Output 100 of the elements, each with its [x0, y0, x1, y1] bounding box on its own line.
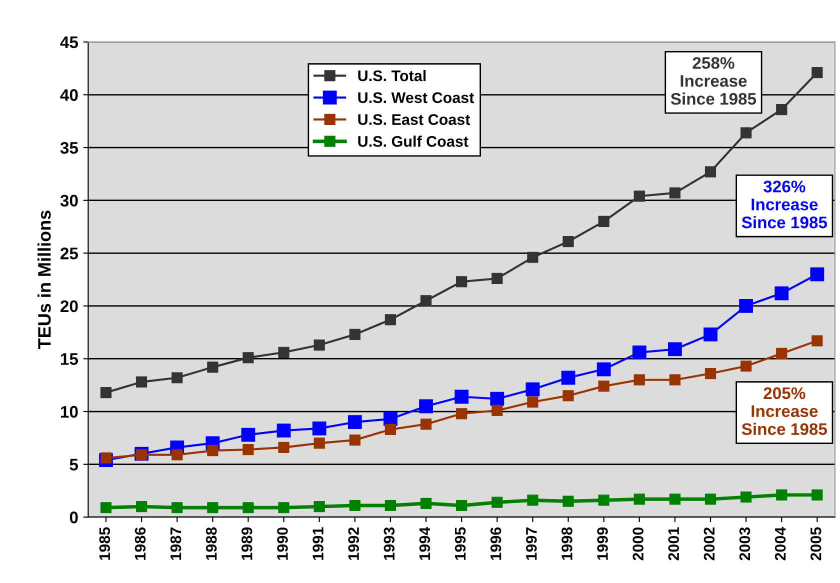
point	[384, 424, 396, 436]
point	[704, 494, 716, 505]
y-tick-label: 15	[60, 353, 78, 365]
point	[242, 444, 254, 456]
y-tick-label: 0	[70, 512, 78, 524]
point	[100, 502, 112, 514]
annotation: 205% Increase Since 1985	[742, 387, 828, 436]
point	[810, 267, 824, 282]
point	[492, 404, 503, 416]
x-tick-label: 1989	[242, 527, 252, 560]
point	[562, 236, 574, 248]
x-tick-label: 2002	[704, 527, 715, 560]
x-tick-label: 1988	[206, 527, 217, 560]
point	[634, 190, 645, 202]
legend-label: U.S. Gulf Coast	[358, 136, 468, 147]
point	[527, 494, 538, 506]
point	[704, 166, 716, 178]
point	[278, 502, 290, 514]
point	[349, 434, 360, 446]
point	[634, 494, 645, 505]
y-tick-label: 30	[60, 194, 78, 207]
point	[242, 352, 254, 364]
y-tick-label: 40	[60, 89, 78, 101]
point	[740, 127, 752, 138]
point	[172, 502, 183, 514]
point	[562, 496, 574, 507]
point	[172, 449, 183, 460]
point	[776, 104, 788, 116]
point	[492, 496, 503, 508]
point	[776, 489, 788, 501]
point	[207, 362, 218, 373]
point	[100, 452, 112, 464]
x-tick-label: 1994	[419, 526, 430, 560]
y-tick-label: 45	[60, 36, 78, 48]
point	[207, 502, 218, 514]
point	[136, 376, 148, 388]
y-tick-label: 25	[60, 248, 78, 260]
point	[561, 370, 576, 385]
x-tick-label: 2000	[632, 527, 644, 560]
point	[527, 252, 538, 263]
point	[241, 428, 256, 442]
point	[278, 346, 290, 358]
point	[349, 500, 360, 512]
point	[739, 299, 754, 313]
point	[172, 372, 183, 384]
x-tick-label: 2003	[739, 527, 750, 560]
point	[669, 374, 680, 386]
point	[527, 396, 538, 408]
point	[598, 380, 610, 392]
legend-label: U.S. West Coast	[358, 92, 474, 104]
point	[278, 442, 290, 453]
point	[526, 382, 540, 396]
point	[454, 390, 469, 404]
y-tick-label: 20	[60, 300, 78, 312]
point	[668, 342, 682, 356]
point	[632, 345, 646, 360]
point	[136, 501, 148, 512]
x-tick-label: 1985	[99, 527, 110, 560]
point	[490, 392, 504, 406]
x-tick-label: 2001	[668, 527, 680, 560]
point	[419, 399, 433, 414]
point	[740, 492, 752, 503]
point	[562, 390, 574, 402]
point	[420, 498, 432, 509]
point	[136, 449, 148, 460]
point	[207, 445, 218, 456]
point	[740, 360, 752, 372]
x-tick-label: 1987	[170, 528, 182, 560]
point	[314, 339, 325, 351]
x-tick-label: 1997	[526, 528, 537, 560]
y-tick-label: 35	[60, 142, 78, 154]
x-tick-label: 1995	[454, 527, 466, 560]
point	[384, 412, 398, 426]
x-tick-label: 1990	[277, 527, 288, 560]
point	[314, 501, 325, 512]
x-tick-label: 1993	[384, 527, 395, 560]
point	[812, 489, 823, 501]
point	[312, 421, 326, 436]
point	[100, 386, 112, 398]
x-tick-label: 1991	[312, 527, 324, 560]
point	[598, 216, 610, 228]
x-tick-label: 2004	[774, 526, 786, 560]
legend-label: U.S. East Coast	[358, 114, 470, 125]
point	[456, 500, 468, 512]
y-tick-label: 10	[60, 406, 78, 418]
point	[314, 438, 325, 449]
point	[774, 286, 789, 300]
annotation: 258% Increase Since 1985	[670, 57, 756, 105]
point	[669, 187, 680, 199]
point	[456, 408, 468, 420]
x-tick-label: 1992	[348, 527, 359, 560]
point	[812, 335, 823, 346]
point	[384, 500, 396, 512]
x-tick-label: 1999	[597, 527, 608, 560]
point	[242, 502, 254, 514]
point	[776, 348, 788, 360]
point	[704, 368, 716, 380]
point	[704, 328, 718, 342]
y-axis-title: TEUs in Millions	[38, 210, 51, 350]
annotation: 326% Increase Since 1985	[742, 180, 828, 228]
